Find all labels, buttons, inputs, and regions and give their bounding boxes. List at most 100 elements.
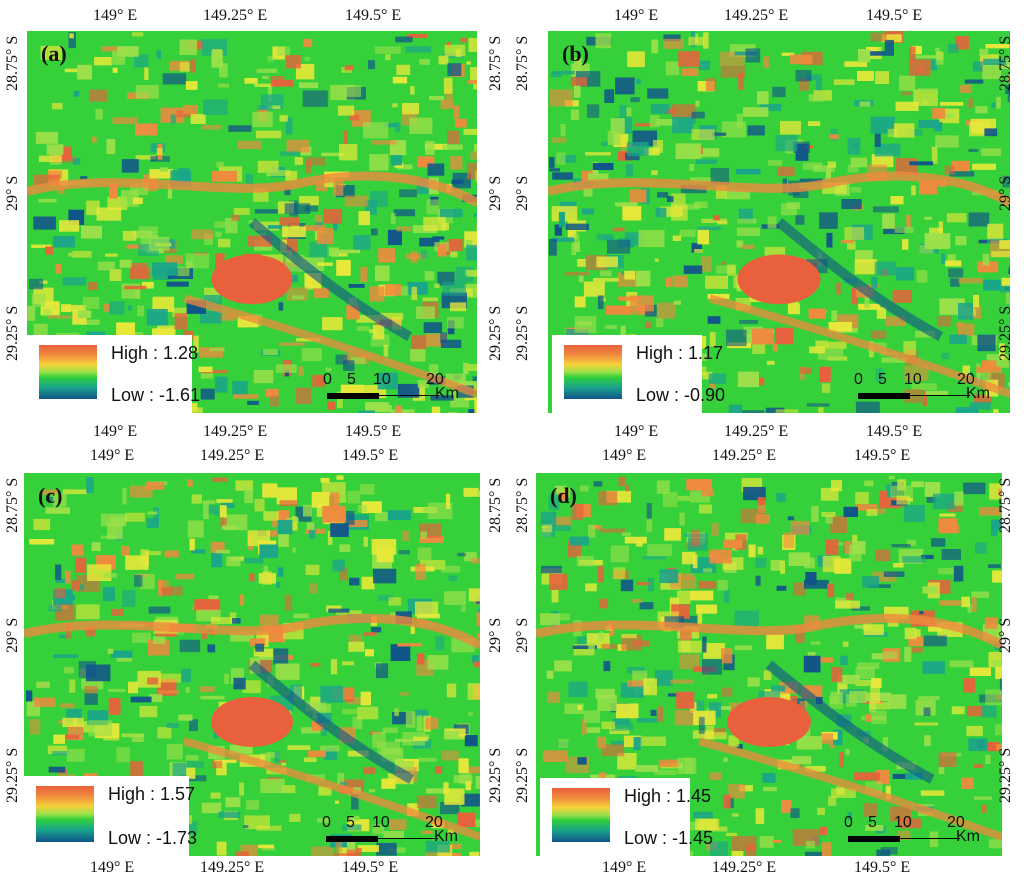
lat-tick-right: 29.25° S: [997, 305, 1014, 361]
scale-tick-label: 5: [347, 371, 356, 388]
scale-unit: Km: [434, 828, 458, 845]
panel-label: (a): [41, 41, 67, 66]
scale-tick-label: 5: [868, 814, 877, 831]
lat-tick-right: 29.25° S: [487, 747, 504, 803]
scale-tick-label: 0: [323, 371, 332, 388]
scale-tick-label: 20: [957, 371, 975, 388]
scale-bar-line: [378, 838, 438, 839]
lon-tick-top: 149° E: [614, 7, 659, 24]
legend-color-ramp: [36, 786, 94, 842]
lon-tick-bottom: 149° E: [614, 423, 659, 440]
lon-tick-top: 149.25° E: [203, 7, 268, 24]
lon-tick-bottom: 149° E: [93, 423, 138, 440]
scale-bar-line: [379, 395, 439, 396]
legend: High : 1.28 Low : -1.61: [27, 335, 200, 413]
lat-tick-right: 28.75° S: [997, 35, 1014, 91]
scale-tick-label: 0: [844, 814, 853, 831]
lat-tick-right: 29.25° S: [487, 305, 504, 361]
lat-tick-right: 29° S: [487, 175, 504, 211]
legend-high-label: High : 1.45: [624, 786, 712, 806]
scale-bar-solid: [848, 836, 900, 842]
lon-tick-top: 149° E: [602, 447, 647, 464]
scale-bar-solid: [327, 393, 379, 399]
lon-tick-top: 149.25° E: [712, 447, 777, 464]
lat-tick-left: 29.25° S: [514, 747, 531, 803]
legend: High : 1.45 Low : -1.45: [540, 778, 713, 856]
scale-bar-line: [900, 838, 960, 839]
legend-high-label: High : 1.57: [108, 784, 196, 804]
lat-tick-left: 29° S: [514, 175, 531, 211]
lat-tick-left: 29° S: [4, 175, 21, 211]
lat-tick-left: 28.75° S: [514, 35, 531, 91]
scale-tick-label: 10: [894, 814, 912, 831]
lon-tick-bottom: 149.5° E: [342, 859, 399, 876]
scale-tick-label: 10: [904, 371, 922, 388]
lon-tick-top: 149° E: [90, 447, 135, 464]
scale-bar-solid: [326, 836, 378, 842]
scale-bar-line: [910, 395, 970, 396]
map-raster: (a) High : 1.28 Low : -1.61 0 5 10 20 Km: [27, 31, 477, 413]
lon-tick-bottom: 149.25° E: [712, 859, 777, 876]
lat-tick-left: 29.25° S: [4, 305, 21, 361]
lon-tick-top: 149.25° E: [200, 447, 265, 464]
scale-tick-label: 5: [878, 371, 887, 388]
legend-color-ramp: [564, 345, 622, 399]
scale-tick-label: 5: [346, 814, 355, 831]
legend-low-label: Low : -1.45: [624, 828, 714, 848]
scale-tick-label: 20: [947, 814, 965, 831]
lat-tick-right: 28.75° S: [487, 35, 504, 91]
lat-tick-right: 29° S: [997, 175, 1014, 211]
scale-tick-label: 20: [425, 814, 443, 831]
lat-tick-left: 29.25° S: [514, 305, 531, 361]
scale-unit: Km: [966, 385, 990, 402]
lon-tick-top: 149.5° E: [854, 447, 911, 464]
scale-tick-label: 10: [373, 371, 391, 388]
lon-tick-bottom: 149.5° E: [345, 423, 402, 440]
legend-high-label: High : 1.28: [111, 343, 199, 363]
legend-low-label: Low : -1.61: [111, 385, 201, 405]
legend-low-label: Low : -1.73: [108, 828, 198, 848]
legend-high-label: High : 1.17: [636, 343, 724, 363]
map-raster: (b) High : 1.17 Low : -0.90 0 5 10 20 Km: [548, 31, 1010, 413]
lon-tick-bottom: 149.25° E: [724, 423, 789, 440]
scale-bar-solid: [858, 393, 910, 399]
lat-tick-right: 29° S: [997, 617, 1014, 653]
lat-tick-right: 29° S: [487, 617, 504, 653]
scale-tick-label: 20: [426, 371, 444, 388]
lon-tick-top: 149.5° E: [342, 447, 399, 464]
lat-tick-left: 28.75° S: [4, 35, 21, 91]
lat-tick-left: 29° S: [4, 617, 21, 653]
lat-tick-right: 28.75° S: [997, 477, 1014, 533]
lon-tick-bottom: 149.5° E: [866, 423, 923, 440]
lon-tick-top: 149.25° E: [724, 7, 789, 24]
lat-tick-left: 28.75° S: [4, 477, 21, 533]
scale-tick-label: 0: [322, 814, 331, 831]
scale-tick-label: 10: [372, 814, 390, 831]
scale-unit: Km: [435, 385, 459, 402]
map-raster: (d) High : 1.45 Low : -1.45 0 5 10 20 Km: [536, 473, 1002, 856]
scale-tick-label: 0: [854, 371, 863, 388]
lat-tick-right: 28.75° S: [487, 477, 504, 533]
scale-unit: Km: [956, 828, 980, 845]
lon-tick-bottom: 149° E: [90, 859, 135, 876]
panel-label: (d): [550, 483, 577, 508]
lon-tick-bottom: 149.5° E: [854, 859, 911, 876]
lat-tick-left: 29.25° S: [4, 747, 21, 803]
lon-tick-top: 149.5° E: [866, 7, 923, 24]
lat-tick-right: 29.25° S: [997, 747, 1014, 803]
legend-color-ramp: [552, 788, 610, 842]
legend-low-label: Low : -0.90: [636, 385, 726, 405]
lon-tick-top: 149.5° E: [345, 7, 402, 24]
legend: High : 1.17 Low : -0.90: [552, 335, 725, 413]
lon-tick-bottom: 149.25° E: [203, 423, 268, 440]
lat-tick-left: 28.75° S: [514, 477, 531, 533]
panel-label: (b): [562, 41, 589, 66]
lon-tick-bottom: 149° E: [602, 859, 647, 876]
lon-tick-bottom: 149.25° E: [200, 859, 265, 876]
lon-tick-top: 149° E: [93, 7, 138, 24]
panel-label: (c): [38, 483, 63, 508]
map-raster: (c) High : 1.57 Low : -1.73 0 5 10 20 Km: [24, 473, 480, 856]
legend-color-ramp: [39, 345, 97, 399]
lat-tick-left: 29° S: [514, 617, 531, 653]
legend: High : 1.57 Low : -1.73: [24, 776, 197, 856]
